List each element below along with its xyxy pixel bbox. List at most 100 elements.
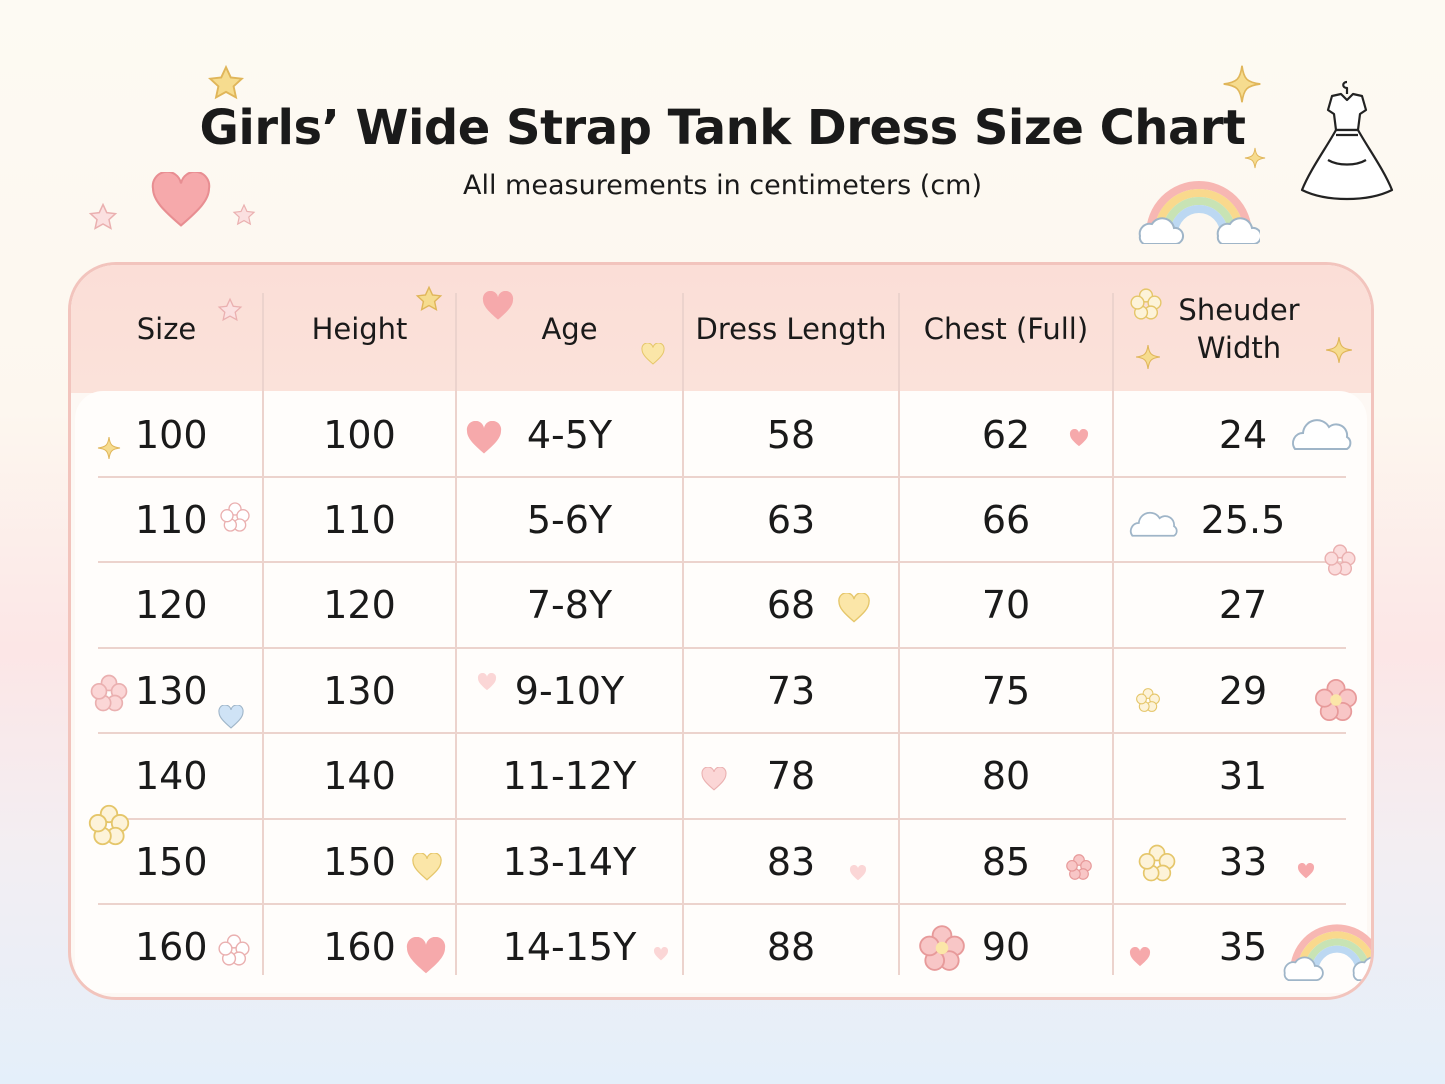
column-divider [455,293,457,975]
flower-icon [1066,854,1092,880]
star-icon [207,64,245,100]
cell-size: 120 [135,583,208,628]
cloud-icon [1129,511,1178,537]
flower-icon [919,925,965,971]
cell-chest: 85 [981,839,1031,884]
cell-chest: 66 [981,497,1031,542]
cell-size: 160 [135,924,208,969]
cell-age: 13-14Y [502,839,637,884]
row-divider [98,476,1346,478]
star-icon [88,202,118,230]
column-divider [682,293,684,975]
cell-age: 4-5Y [526,412,613,457]
sparkle-icon [97,436,121,460]
flower-icon [1138,844,1176,882]
header-chest: Chest (Full) [923,312,1089,346]
flower-icon [218,934,250,966]
cell-height: 130 [323,668,396,713]
flower-icon [1130,288,1162,320]
header-shoulder-width: Sheuder Width [1178,293,1300,365]
cell-shoulder-width: 35 [1218,924,1268,969]
cell-chest: 90 [981,924,1031,969]
flower-icon [1324,544,1356,576]
column-divider [262,293,264,975]
sparkle-icon [1223,65,1261,103]
cell-age: 14-15Y [502,924,637,969]
header-size: Size [136,312,197,346]
row-divider [98,561,1346,563]
heart-icon [1069,429,1089,447]
heart-icon [406,937,446,974]
rainbow-icon [1138,181,1260,244]
cell-age: 9-10Y [514,668,625,713]
cell-chest: 62 [981,412,1031,457]
cell-dress-length: 73 [766,668,816,713]
column-divider [1112,293,1114,975]
cell-height: 160 [323,924,396,969]
cell-height: 120 [323,583,396,628]
flower-icon [88,804,130,846]
cell-size: 130 [135,668,208,713]
cell-height: 110 [323,497,396,542]
cell-dress-length: 88 [766,924,816,969]
cell-shoulder-width: 25.5 [1200,497,1286,542]
cell-height: 140 [323,754,396,799]
cell-chest: 80 [981,754,1031,799]
dress-icon [1300,80,1394,201]
row-divider [98,903,1346,905]
heart-icon [151,172,211,227]
cell-dress-length: 83 [766,839,816,884]
flower-icon [220,502,250,532]
cell-height: 150 [323,839,396,884]
star-icon [232,203,256,226]
flower-icon [1315,679,1357,721]
cell-size: 140 [135,754,208,799]
heart-icon [218,705,244,729]
page-subtitle: All measurements in centimeters (cm) [463,170,982,201]
heart-icon [641,343,665,365]
cell-shoulder-width: 24 [1218,412,1268,457]
cloud-icon [1292,419,1352,450]
heart-icon [1297,863,1315,879]
cell-dress-length: 68 [766,583,816,628]
row-divider [98,732,1346,734]
cell-age: 11-12Y [502,754,637,799]
header-height: Height [311,312,408,346]
heart-icon [1129,947,1151,967]
cell-shoulder-width: 27 [1218,583,1268,628]
flower-icon [90,674,128,712]
cell-size: 150 [135,839,208,884]
cell-shoulder-width: 31 [1218,754,1268,799]
row-divider [98,818,1346,820]
cell-height: 100 [323,412,396,457]
heart-icon [701,767,727,791]
heart-icon [466,421,502,454]
cell-size: 100 [135,412,208,457]
rainbow-icon [1283,924,1371,981]
flower-icon [1136,688,1160,712]
star-icon [217,297,243,322]
cell-dress-length: 78 [766,754,816,799]
cell-chest: 75 [981,668,1031,713]
cell-age: 7-8Y [526,583,613,628]
cell-dress-length: 58 [766,412,816,457]
cell-dress-length: 63 [766,497,816,542]
header-dress-length: Dress Length [695,312,887,346]
column-divider [898,293,900,975]
sparkle-icon [1136,345,1160,369]
cell-age: 5-6Y [526,497,613,542]
sparkle-icon [1326,337,1352,363]
cell-chest: 70 [981,583,1031,628]
star-icon [415,285,443,311]
size-chart-table: Size Height Age Dress Length Chest (Full… [68,262,1374,1000]
cell-size: 110 [135,497,208,542]
heart-icon [482,291,514,320]
page-title: Girls’ Wide Strap Tank Dress Size Chart [199,100,1246,156]
table-header-row [71,265,1371,393]
heart-icon [849,865,867,881]
heart-icon [477,673,497,691]
row-divider [98,647,1346,649]
heart-icon [838,593,870,623]
sparkle-icon [1244,147,1266,169]
header-age: Age [541,312,598,346]
